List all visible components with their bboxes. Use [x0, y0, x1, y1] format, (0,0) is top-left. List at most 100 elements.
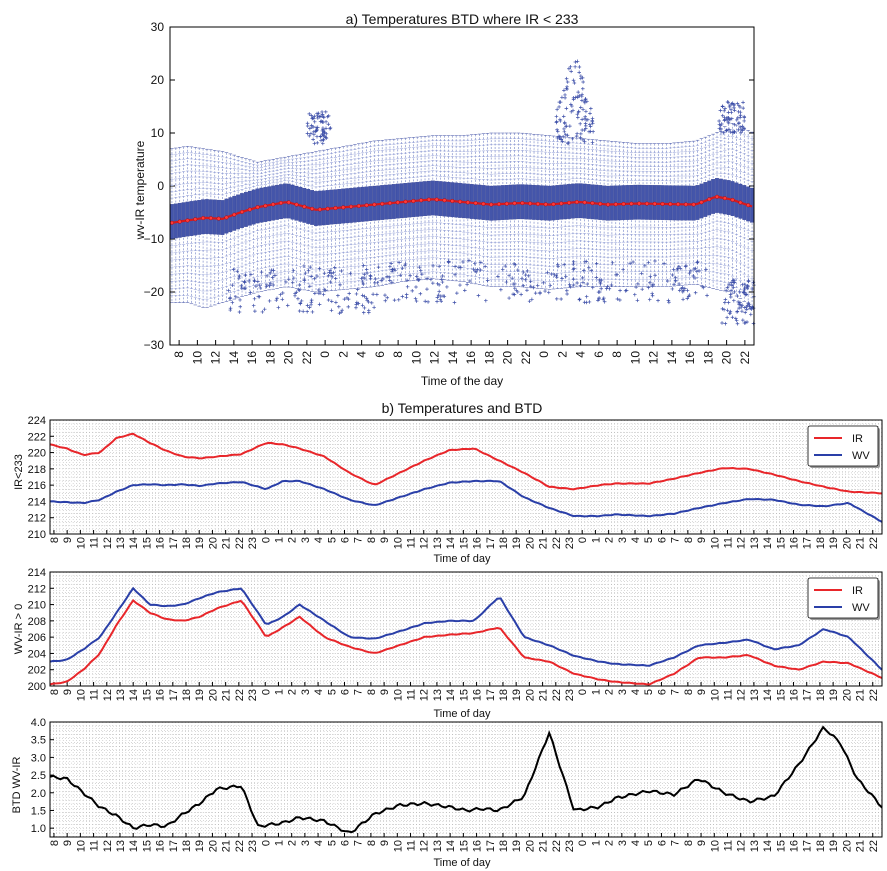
a-outlier-cross: [292, 276, 296, 280]
xtick-label: 6: [656, 537, 668, 543]
a-outlier-cross: [312, 114, 317, 119]
a-outlier-cross: [322, 271, 327, 275]
xtick-label: 5: [326, 689, 338, 695]
a-outlier-cross: [259, 270, 264, 274]
a-box: [407, 182, 412, 218]
a-outlier-cross: [312, 276, 317, 281]
a-outlier-cross: [736, 300, 740, 304]
a-outlier-cross: [648, 280, 652, 285]
a-outlier-cross: [735, 118, 739, 122]
a-outlier-cross: [465, 282, 469, 287]
a-outlier-cross: [296, 296, 300, 301]
a-outlier-cross: [556, 264, 560, 269]
a-outlier-cross: [651, 282, 655, 287]
a-median-marker: [294, 202, 299, 207]
a-box: [454, 182, 459, 218]
a-outlier-cross: [738, 125, 742, 129]
a-outlier-cross: [662, 261, 666, 266]
a-box: [687, 185, 692, 221]
ytick-label: 222: [28, 431, 46, 443]
a-outlier-cross: [729, 107, 733, 112]
a-box: [664, 185, 669, 221]
a-ytick-label: 10: [151, 126, 165, 140]
a-median-marker: [707, 197, 712, 202]
a-outlier-cross: [732, 108, 737, 113]
a-outlier-cross: [575, 59, 580, 64]
a-outlier-cross: [319, 138, 323, 143]
a-outlier-cross: [722, 109, 726, 113]
a-outlier-cross: [562, 262, 566, 267]
xtick-label: 15: [775, 537, 787, 549]
xtick-label: 8: [683, 537, 695, 543]
a-outlier-cross: [484, 298, 488, 303]
xtick-label: 1: [590, 537, 602, 543]
a-outlier-cross: [585, 99, 589, 104]
a-outlier-cross: [531, 285, 536, 290]
xtick-label: 15: [775, 689, 787, 701]
a-outlier-cross: [507, 273, 511, 278]
a-box: [399, 183, 404, 219]
xtick-label: 18: [181, 689, 193, 701]
xtick-label: 21: [221, 689, 233, 701]
a-outlier-cross: [646, 260, 651, 265]
a-outlier-cross: [573, 64, 577, 69]
a-ytick-label: −20: [144, 285, 165, 299]
a-outlier-cross: [455, 291, 459, 295]
a-median-marker: [286, 200, 291, 205]
a-outlier-cross: [453, 272, 457, 277]
a-outlier-cross: [242, 286, 246, 291]
a-outlier-cross: [560, 139, 565, 144]
a-outlier-cross: [731, 131, 735, 135]
a-outlier-cross: [342, 297, 347, 301]
a-box: [337, 189, 342, 224]
xtick-label: 22: [551, 689, 563, 701]
a-outlier-cross: [739, 130, 743, 135]
a-outlier-cross: [653, 259, 657, 263]
a-outlier-cross: [248, 290, 253, 295]
a-outlier-cross: [576, 115, 580, 120]
a-outlier-cross: [741, 100, 745, 105]
a-box: [275, 184, 279, 220]
a-outlier-cross: [581, 107, 585, 112]
xtick-label: 18: [498, 689, 510, 701]
a-outlier-cross: [577, 70, 581, 75]
a-outlier-cross: [730, 283, 734, 288]
xtick-label: 12: [102, 537, 114, 549]
a-outlier-cross: [732, 130, 737, 134]
a-outlier-cross: [726, 116, 731, 120]
a-outlier-cross: [742, 291, 746, 295]
a-median-marker: [208, 216, 213, 221]
a-outlier-cross: [590, 116, 595, 121]
a-box: [438, 181, 443, 217]
a-outlier-cross: [317, 266, 322, 271]
a-outlier-cross: [580, 276, 585, 280]
a-outlier-cross: [400, 294, 405, 299]
xtick-label: 14: [445, 537, 457, 549]
a-outlier-cross: [425, 287, 429, 291]
a-median-marker: [247, 207, 252, 212]
xtick-label: 0: [577, 689, 589, 695]
xtick-label: 22: [868, 689, 880, 701]
a-median-marker: [520, 201, 525, 206]
a-outlier-cross: [485, 278, 490, 283]
a-outlier-cross: [356, 301, 361, 306]
a-median-marker: [551, 202, 556, 207]
a-outlier-cross: [496, 274, 500, 279]
a-median-marker: [341, 205, 346, 210]
a-outlier-cross: [417, 265, 422, 270]
a-outlier-cross: [734, 318, 739, 323]
a-box: [516, 184, 521, 220]
ytick-label: 220: [28, 448, 46, 460]
a-outlier-cross: [418, 268, 423, 273]
a-outlier-cross: [499, 287, 503, 292]
xtick-label: 17: [802, 689, 814, 701]
a-box: [368, 186, 373, 221]
a-outlier-cross: [313, 129, 318, 134]
a-outlier-cross: [332, 265, 337, 270]
a-median-group: [169, 194, 753, 225]
a-outlier-cross: [243, 273, 248, 277]
xtick-label: 17: [802, 537, 814, 549]
a-median-marker: [302, 204, 307, 209]
a-outlier-cross: [251, 303, 256, 308]
